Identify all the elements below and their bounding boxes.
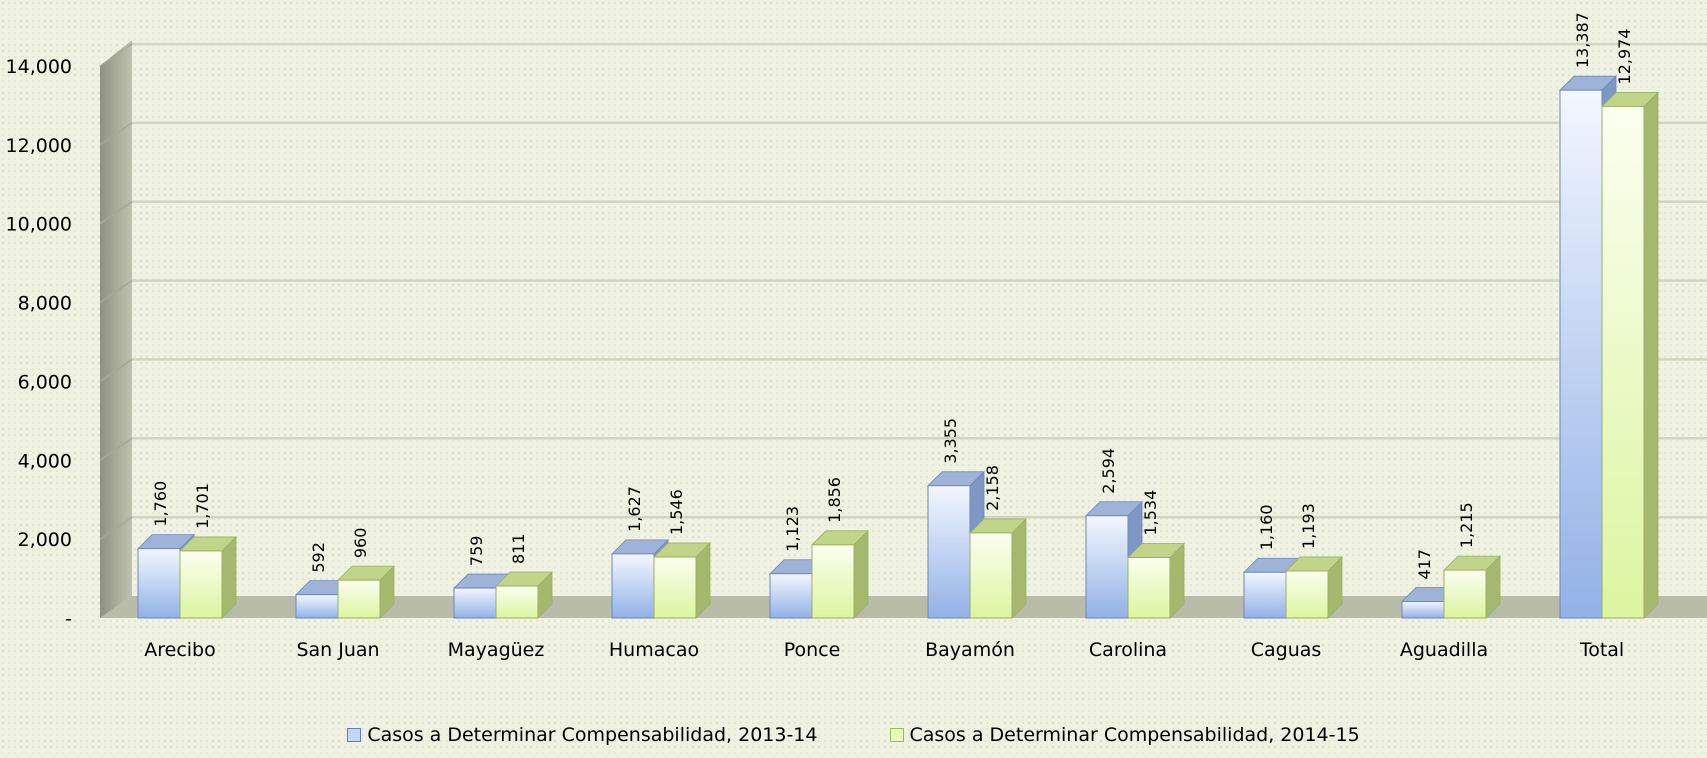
- x-tick-label: Mayagüez: [448, 639, 545, 661]
- bar-front: [453, 587, 497, 619]
- data-label: 1,627: [625, 486, 644, 532]
- x-tick-label: Aguadilla: [1400, 639, 1488, 661]
- bar-front: [1085, 515, 1129, 619]
- data-label: 1,856: [825, 477, 844, 523]
- bar-side: [1011, 517, 1027, 619]
- bar-front: [1285, 570, 1329, 619]
- bar-2-7: [1127, 542, 1185, 619]
- data-label: 1,193: [1299, 503, 1318, 549]
- bar-front: [495, 585, 539, 619]
- data-label: 1,215: [1457, 502, 1476, 548]
- x-tick-label: Ponce: [784, 639, 841, 661]
- data-label: 1,534: [1141, 490, 1160, 536]
- data-label: 759: [467, 536, 486, 567]
- legend-swatch-series-2: [889, 728, 904, 742]
- x-tick-label: San Juan: [296, 639, 379, 661]
- bar-2-8: [1285, 555, 1343, 619]
- bar-front: [137, 548, 181, 619]
- data-label: 13,387: [1573, 12, 1592, 68]
- data-label: 1,546: [667, 489, 686, 535]
- x-axis: Arecibo San Juan Mayagüez Humacao Ponce Bayam…: [144, 639, 1624, 661]
- bar-2-4: [653, 542, 711, 619]
- wall-gridline: [99, 437, 133, 461]
- bar-side: [853, 529, 869, 619]
- bar-side: [1643, 91, 1659, 619]
- y-tick-label: 4,000: [18, 450, 72, 472]
- legend-item-series-1: Casos a Determinar Compensabilidad, 2013…: [347, 724, 818, 746]
- data-label: 2,158: [983, 465, 1002, 511]
- bar-front: [811, 544, 855, 619]
- bar-front: [295, 594, 339, 619]
- bar-front: [969, 532, 1013, 619]
- data-label: 1,160: [1257, 504, 1276, 550]
- bar-front: [1401, 601, 1445, 619]
- data-label: 1,123: [783, 506, 802, 552]
- side-wall: [100, 40, 132, 618]
- gridlines: [99, 42, 1707, 540]
- bar-front: [1559, 89, 1603, 619]
- y-tick-label: 6,000: [18, 371, 72, 393]
- data-label: 3,355: [941, 418, 960, 464]
- data-label: 2,594: [1099, 448, 1118, 494]
- bars: [137, 75, 1659, 619]
- x-tick-label: Total: [1579, 639, 1624, 661]
- bar-front: [927, 485, 971, 619]
- bar-2-5: [811, 529, 869, 619]
- wall-gridline: [99, 279, 133, 304]
- wall-gridline: [99, 122, 133, 146]
- bar-front: [179, 550, 223, 619]
- bar-2-6: [969, 517, 1027, 619]
- data-label: 12,974: [1615, 28, 1634, 84]
- bar-front: [611, 553, 655, 619]
- data-label: 592: [309, 542, 328, 573]
- y-axis: - 2,000 4,000 6,000 8,000 10,000 12,000 14,000: [6, 56, 72, 630]
- y-tick-label: 14,000: [6, 56, 72, 78]
- bar-front: [337, 579, 381, 619]
- data-labels: 1,760 1,701 592 960 759 811 1,627 1,546 1,123 1,8…: [151, 12, 1634, 579]
- data-label: 1,701: [193, 483, 212, 529]
- wall-gridline: [99, 516, 133, 540]
- wall-gridline: [99, 358, 133, 383]
- y-tick-label: 12,000: [6, 135, 72, 157]
- wall-gridline: [99, 201, 133, 225]
- y-tick-label: -: [65, 608, 72, 630]
- data-label: 960: [351, 528, 370, 559]
- x-tick-label: Bayamón: [925, 639, 1015, 661]
- bar-2-10: [1601, 91, 1659, 619]
- legend-label-series-1: Casos a Determinar Compensabilidad, 2013…: [367, 724, 818, 746]
- legend: Casos a Determinar Compensabilidad, 2013…: [0, 724, 1707, 746]
- data-label: 417: [1415, 549, 1434, 580]
- x-tick-label: Arecibo: [144, 639, 216, 661]
- x-tick-label: Carolina: [1089, 639, 1167, 661]
- bar-front: [1127, 557, 1171, 619]
- x-tick-label: Caguas: [1251, 639, 1322, 661]
- bar-2-3: [495, 571, 553, 619]
- legend-swatch-series-1: [347, 728, 362, 742]
- y-tick-label: 2,000: [18, 529, 72, 551]
- bar-front: [1243, 571, 1287, 619]
- y-tick-label: 8,000: [18, 293, 72, 315]
- bar-front: [769, 573, 813, 619]
- bar-2-1: [179, 535, 237, 619]
- data-label: 811: [509, 533, 528, 564]
- legend-label-series-2: Casos a Determinar Compensabilidad, 2014…: [909, 724, 1360, 746]
- bar-front: [653, 556, 697, 619]
- bar-2-9: [1443, 555, 1501, 619]
- data-label: 1,760: [151, 481, 170, 527]
- bar-front: [1443, 569, 1487, 619]
- x-tick-label: Humacao: [609, 639, 699, 661]
- legend-item-series-2: Casos a Determinar Compensabilidad, 2014…: [889, 724, 1360, 746]
- bar-2-2: [337, 565, 395, 619]
- bar-front: [1601, 105, 1645, 619]
- y-tick-label: 10,000: [6, 214, 72, 236]
- wall-gridline: [99, 43, 133, 67]
